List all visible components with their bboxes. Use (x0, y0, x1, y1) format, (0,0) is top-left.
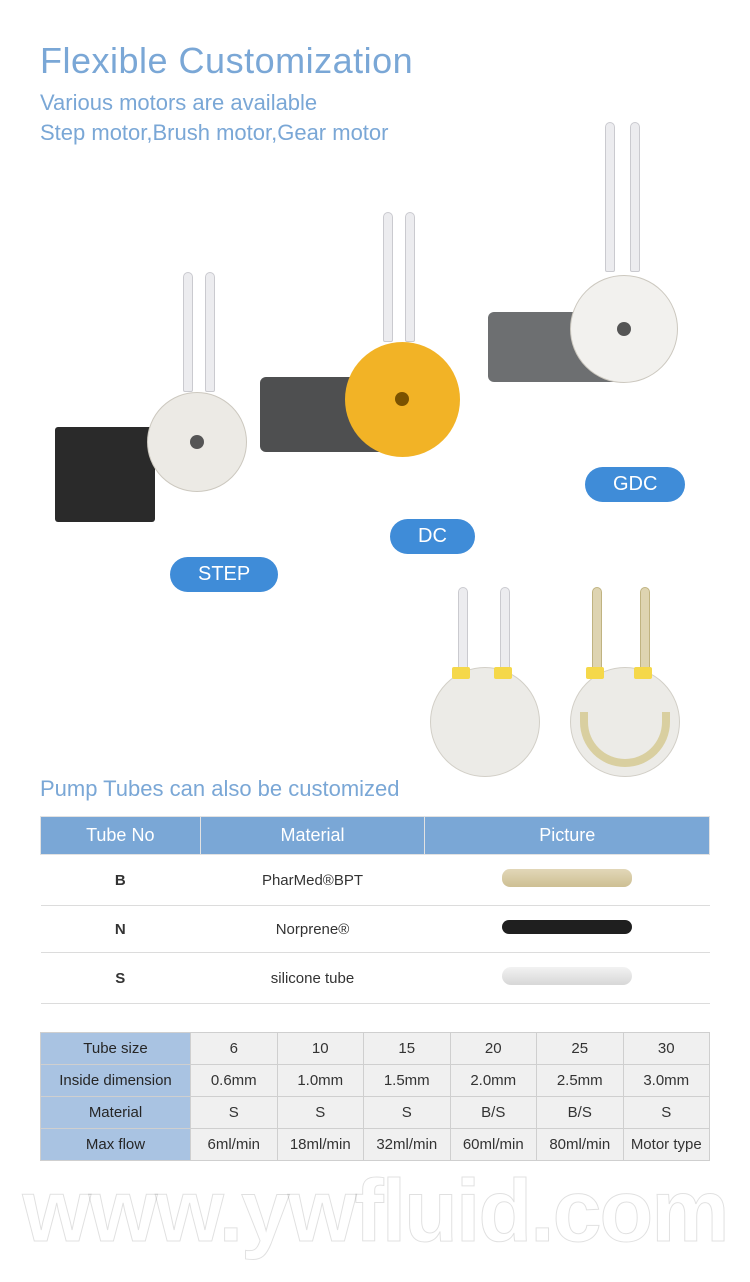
row-label: Tube size (41, 1033, 191, 1065)
th-tube-no: Tube No (41, 817, 201, 855)
label-step: STEP (170, 557, 278, 592)
label-gdc: GDC (585, 467, 685, 502)
row-label: Max flow (41, 1129, 191, 1161)
page-title: Flexible Customization (40, 40, 710, 82)
th-material: Material (200, 817, 425, 855)
row-label: Inside dimension (41, 1065, 191, 1097)
row-label: Material (41, 1097, 191, 1129)
th-picture: Picture (425, 817, 710, 855)
pump-tubes-illustration: Pump Tubes can also be customized (40, 597, 710, 812)
tube-image-bpt (502, 869, 632, 887)
table-row: B PharMed®BPT (41, 855, 710, 906)
motor-pumps-illustration: STEP DC GDC (40, 157, 710, 597)
tube-materials-table: Tube No Material Picture B PharMed®BPT N… (40, 816, 710, 1004)
tube-spec-table: Tube size 6 10 15 20 25 30 Inside dimens… (40, 1032, 710, 1161)
table-row: S silicone tube (41, 953, 710, 1004)
tube-image-silicone (502, 967, 632, 985)
table-row: N Norprene® (41, 906, 710, 953)
tube-image-norprene (502, 920, 632, 934)
section-tubes-title: Pump Tubes can also be customized (40, 776, 400, 802)
label-dc: DC (390, 519, 475, 554)
watermark: www.ywfluid.com (0, 1160, 750, 1262)
